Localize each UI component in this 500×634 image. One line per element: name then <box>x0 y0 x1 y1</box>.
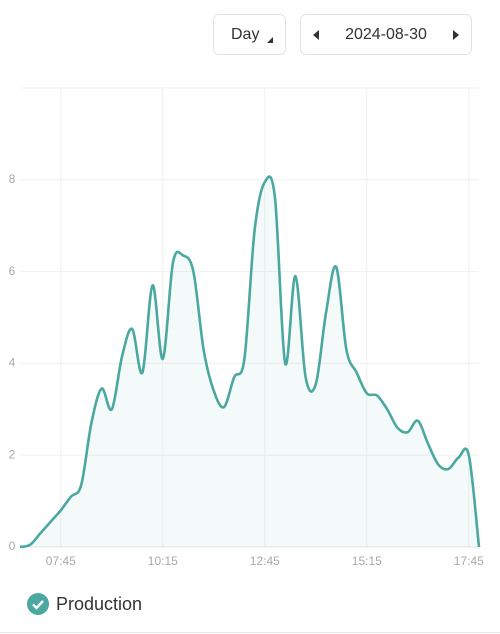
y-tick-label: 8 <box>9 172 16 186</box>
next-button[interactable] <box>451 29 461 41</box>
date-label: 2024-08-30 <box>345 25 427 43</box>
x-tick-label: 17:45 <box>454 554 484 568</box>
period-select[interactable]: Day <box>213 14 286 55</box>
y-tick-label: 6 <box>9 264 16 278</box>
area-fill <box>20 176 479 547</box>
x-tick-label: 15:15 <box>352 554 382 568</box>
period-label: Day <box>231 25 260 43</box>
x-tick-label: 07:45 <box>46 554 76 568</box>
legend-check <box>27 593 49 615</box>
y-tick-label: 4 <box>9 356 16 370</box>
y-tick-label: 0 <box>9 539 16 553</box>
legend-item[interactable]: Production <box>27 593 142 615</box>
date-picker: 2024-08-30 <box>300 14 472 55</box>
y-tick-label: 2 <box>9 447 16 461</box>
series-line <box>19 175 481 549</box>
x-tick-label: 12:45 <box>250 554 280 568</box>
prev-button[interactable] <box>311 29 321 41</box>
x-tick-label: 10:15 <box>148 554 178 568</box>
chart: 0 2 4 6 8 07:45 10:15 12:45 15:15 17:45 <box>9 87 484 568</box>
legend-label: Production <box>56 593 143 614</box>
divider <box>0 632 500 633</box>
dropdown-icon <box>267 36 274 43</box>
